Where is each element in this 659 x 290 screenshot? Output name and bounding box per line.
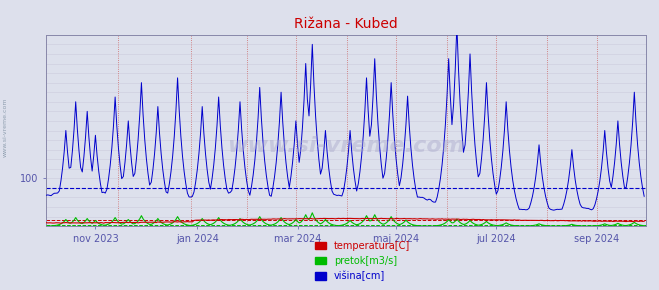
Legend: temperatura[C], pretok[m3/s], višina[cm]: temperatura[C], pretok[m3/s], višina[cm] xyxy=(310,237,415,285)
Title: Rižana - Kubed: Rižana - Kubed xyxy=(294,17,398,31)
Text: www.si-vreme.com: www.si-vreme.com xyxy=(3,98,8,157)
Text: www.si-vreme.com: www.si-vreme.com xyxy=(227,136,465,156)
